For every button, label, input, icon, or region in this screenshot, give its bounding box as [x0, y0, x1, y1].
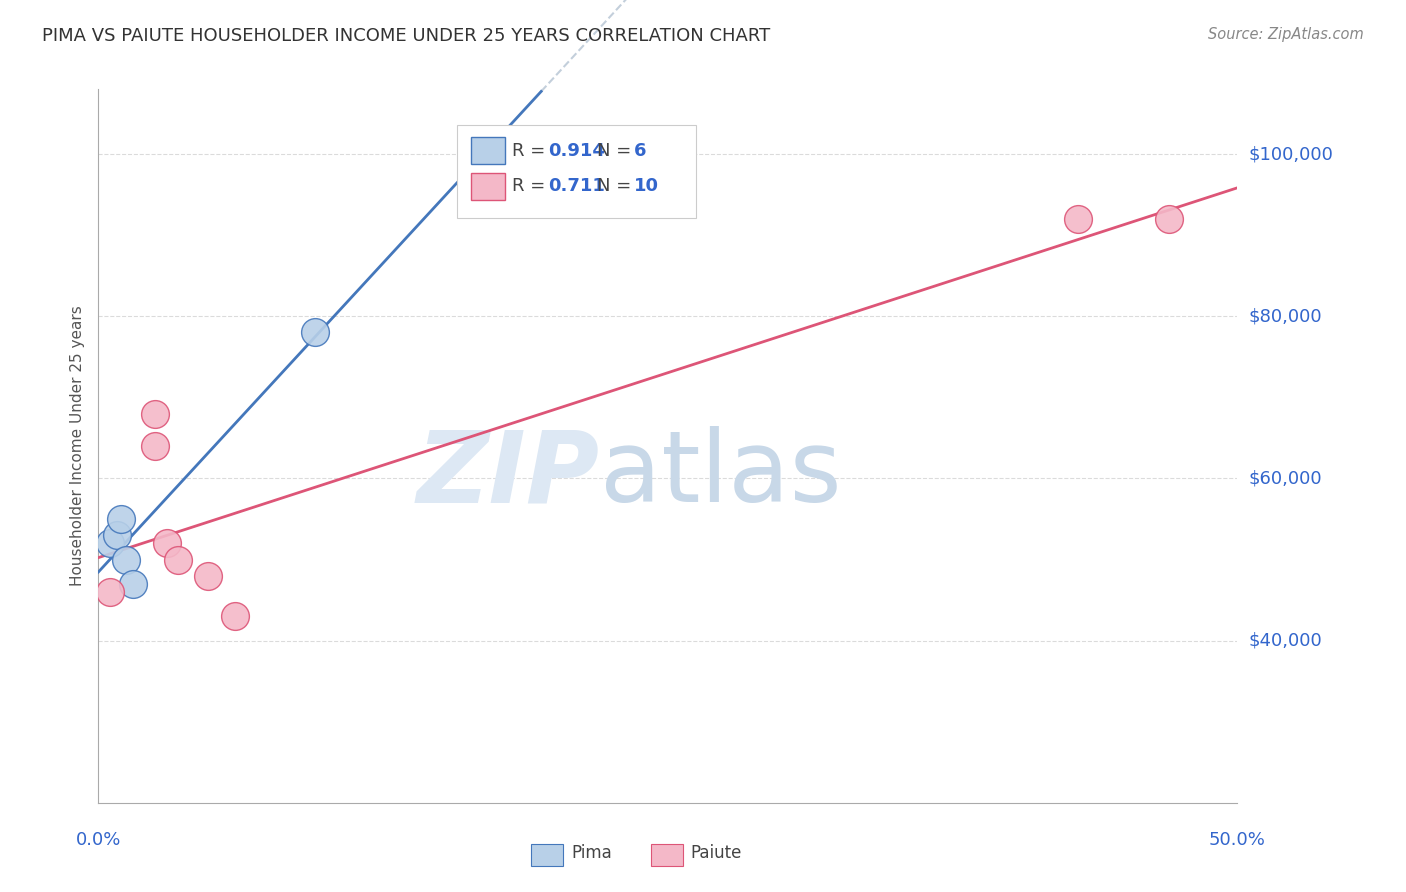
- FancyBboxPatch shape: [531, 844, 562, 865]
- FancyBboxPatch shape: [651, 844, 683, 865]
- Text: N =: N =: [598, 142, 637, 160]
- Point: [167, 552, 190, 566]
- Text: 50.0%: 50.0%: [1209, 830, 1265, 848]
- Point: [304, 326, 326, 340]
- Point: [145, 407, 167, 421]
- Text: $40,000: $40,000: [1249, 632, 1322, 649]
- Text: ZIP: ZIP: [416, 426, 599, 523]
- FancyBboxPatch shape: [471, 173, 505, 200]
- Point: [1157, 211, 1180, 226]
- Point: [114, 552, 136, 566]
- Text: $60,000: $60,000: [1249, 469, 1322, 487]
- Point: [156, 536, 179, 550]
- Point: [1067, 211, 1090, 226]
- Text: N =: N =: [598, 178, 637, 195]
- Point: [224, 609, 246, 624]
- Y-axis label: Householder Income Under 25 years: Householder Income Under 25 years: [70, 306, 86, 586]
- FancyBboxPatch shape: [457, 125, 696, 218]
- Text: Source: ZipAtlas.com: Source: ZipAtlas.com: [1208, 27, 1364, 42]
- Text: atlas: atlas: [599, 426, 841, 523]
- Text: 0.914: 0.914: [548, 142, 605, 160]
- Point: [145, 439, 167, 453]
- Point: [121, 577, 143, 591]
- FancyBboxPatch shape: [471, 137, 505, 164]
- Point: [197, 568, 219, 582]
- Text: Pima: Pima: [571, 844, 612, 862]
- Point: [105, 528, 128, 542]
- Point: [98, 536, 121, 550]
- Text: $80,000: $80,000: [1249, 307, 1322, 326]
- Text: PIMA VS PAIUTE HOUSEHOLDER INCOME UNDER 25 YEARS CORRELATION CHART: PIMA VS PAIUTE HOUSEHOLDER INCOME UNDER …: [42, 27, 770, 45]
- Text: R =: R =: [512, 178, 551, 195]
- Text: 0.711: 0.711: [548, 178, 605, 195]
- Text: Paiute: Paiute: [690, 844, 742, 862]
- Text: 6: 6: [634, 142, 647, 160]
- Text: 0.0%: 0.0%: [76, 830, 121, 848]
- Text: R =: R =: [512, 142, 551, 160]
- Point: [98, 585, 121, 599]
- Text: 10: 10: [634, 178, 658, 195]
- Point: [110, 512, 132, 526]
- Text: $100,000: $100,000: [1249, 145, 1333, 163]
